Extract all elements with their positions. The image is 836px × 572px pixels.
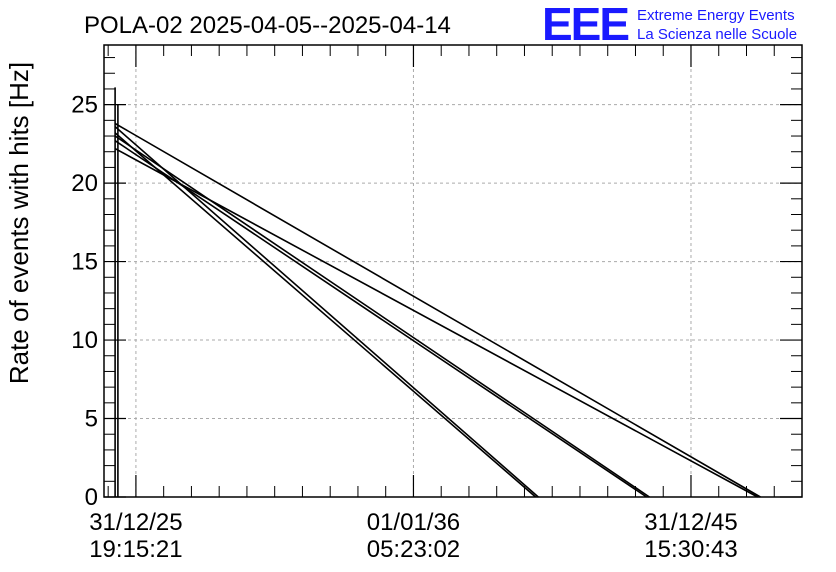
y-tick-label: 10	[71, 327, 98, 354]
y-tick-labels: 0 5 10 15 20 25	[71, 92, 98, 511]
series-line-8	[114, 147, 758, 498]
x-tick-label-date: 01/01/36	[367, 509, 460, 536]
logo-line-2: La Scienza nelle Scuole	[637, 26, 797, 43]
series-lines	[114, 87, 761, 498]
x-tick-label-date: 31/12/45	[644, 509, 737, 536]
y-tick-label: 25	[71, 92, 98, 119]
eee-logo: EEE Extreme Energy Events La Scienza nel…	[542, 0, 797, 50]
y-tick-label: 0	[85, 484, 98, 511]
y-axis-label: Rate of events with hits [Hz]	[4, 62, 34, 384]
x-tick-label-time: 05:23:02	[367, 536, 460, 563]
y-tick-label: 5	[85, 406, 98, 433]
y-tick-label: 20	[71, 170, 98, 197]
x-tick-label-date: 31/12/25	[89, 509, 182, 536]
series-line-4	[114, 132, 537, 498]
plot-frame	[103, 44, 803, 498]
series-line-5	[114, 135, 650, 498]
series-line-6	[114, 140, 648, 498]
logo-line-1: Extreme Energy Events	[637, 7, 795, 24]
series-line-7	[114, 122, 761, 498]
chart-title: POLA-02 2025-04-05--2025-04-14	[84, 12, 451, 39]
x-tick-label-time: 19:15:21	[89, 536, 182, 563]
x-tick-label-time: 15:30:43	[644, 536, 737, 563]
y-tick-label: 15	[71, 249, 98, 276]
logo-mark: EEE	[542, 0, 628, 50]
grid	[104, 45, 802, 497]
axis-ticks	[104, 45, 802, 498]
